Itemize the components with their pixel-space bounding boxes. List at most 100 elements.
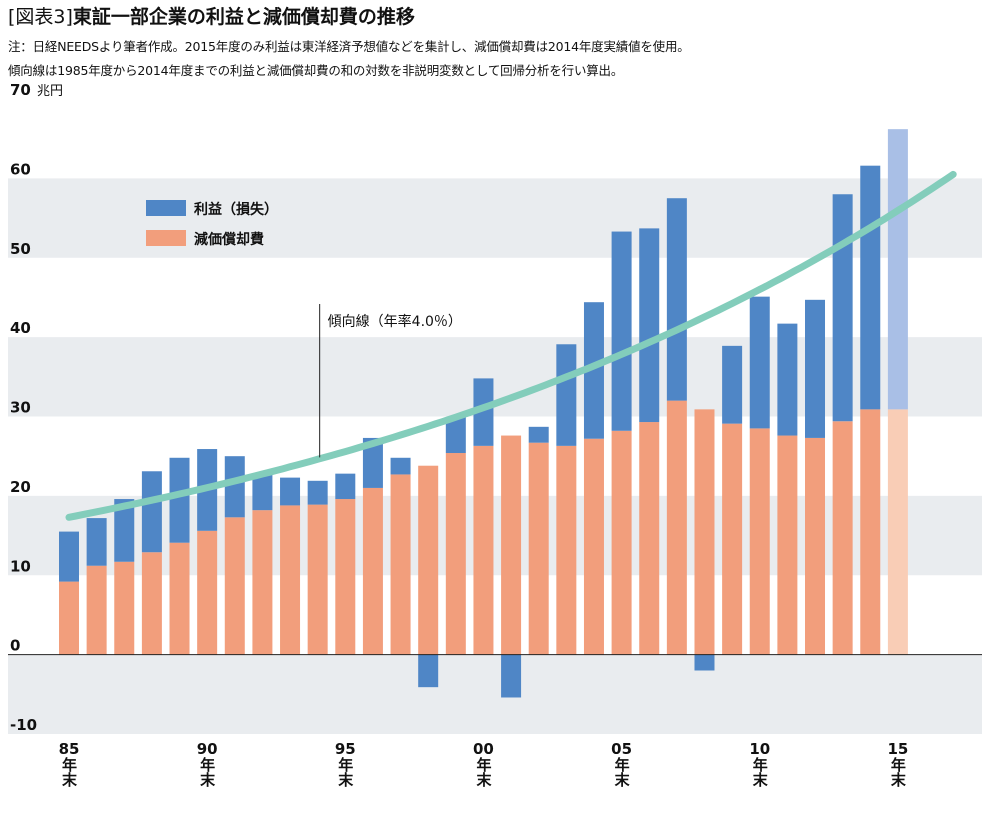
bar-profit-2014 bbox=[860, 165, 881, 410]
bar-depreciation-1987 bbox=[114, 561, 135, 655]
bar-depreciation-2006 bbox=[639, 422, 660, 655]
bar-depreciation-2002 bbox=[528, 442, 549, 655]
y-tick-label: 60 bbox=[10, 160, 31, 178]
y-tick-label: 20 bbox=[10, 478, 31, 496]
bar-profit-2009 bbox=[722, 345, 743, 424]
y-tick-label: 10 bbox=[10, 557, 31, 575]
bar-profit-2004 bbox=[583, 302, 604, 439]
bar-depreciation-2005 bbox=[611, 430, 632, 655]
y-axis-unit: 兆円 bbox=[37, 84, 63, 99]
bars bbox=[59, 129, 908, 698]
x-tick-label: 10 bbox=[749, 740, 770, 758]
x-tick-label: 05 bbox=[611, 740, 632, 758]
bar-depreciation-2003 bbox=[556, 445, 577, 655]
y-tick-label: 30 bbox=[10, 399, 31, 417]
x-tick-label: 00 bbox=[473, 740, 494, 758]
bar-depreciation-1997 bbox=[390, 474, 411, 655]
figure-label: [図表3] bbox=[8, 6, 73, 28]
bar-profit-1985 bbox=[59, 531, 79, 582]
bar-profit-2013 bbox=[832, 194, 853, 422]
legend-label-depreciation: 減価償却費 bbox=[194, 231, 264, 248]
bar-depreciation-1990 bbox=[197, 530, 218, 655]
x-tick-suffix: 年末 bbox=[613, 756, 631, 788]
bar-depreciation-2010 bbox=[749, 428, 770, 655]
y-axis: 70 60 50 40 30 20 10 0 -10 bbox=[10, 81, 37, 734]
x-tick-suffix: 年末 bbox=[60, 756, 78, 788]
y-tick-label: 70 bbox=[10, 81, 31, 99]
note-line-1: 注：日経NEEDSより筆者作成。2015年度のみ利益は東洋経済予想値などを集計し… bbox=[8, 39, 690, 54]
bar-profit-1999 bbox=[445, 417, 466, 454]
bar-profit-1998 bbox=[418, 654, 439, 688]
bar-depreciation-2015 bbox=[887, 409, 908, 655]
y-tick-label: 0 bbox=[10, 637, 20, 655]
x-tick-label: 95 bbox=[335, 740, 356, 758]
bar-depreciation-1998 bbox=[418, 465, 439, 655]
x-tick-suffix: 年末 bbox=[751, 756, 769, 788]
x-tick-label: 90 bbox=[197, 740, 218, 758]
bar-profit-1993 bbox=[280, 477, 301, 506]
x-tick-label: 15 bbox=[887, 740, 908, 758]
bar-profit-1987 bbox=[114, 499, 135, 562]
legend: 利益（損失） 減価償却費 bbox=[146, 200, 278, 248]
bar-profit-1992 bbox=[252, 474, 273, 511]
bar-depreciation-2008 bbox=[694, 409, 715, 655]
bar-profit-2003 bbox=[556, 344, 577, 446]
bar-depreciation-1995 bbox=[335, 499, 356, 655]
trend-line bbox=[65, 170, 957, 521]
legend-swatch-profit bbox=[146, 200, 186, 216]
bar-depreciation-2014 bbox=[860, 409, 881, 655]
x-tick-label: 85 bbox=[59, 740, 80, 758]
bar-depreciation-1989 bbox=[169, 542, 190, 655]
bar-profit-2015 bbox=[887, 129, 908, 410]
bar-depreciation-1986 bbox=[86, 565, 107, 655]
bar-depreciation-1985 bbox=[59, 581, 79, 655]
bar-profit-1986 bbox=[86, 518, 107, 566]
title-text: 東証一部企業の利益と減価償却費の推移 bbox=[72, 6, 415, 28]
bar-depreciation-1999 bbox=[445, 453, 466, 655]
bar-profit-2012 bbox=[805, 299, 826, 438]
bar-profit-1997 bbox=[390, 457, 411, 475]
bar-profit-2002 bbox=[528, 426, 549, 443]
bar-depreciation-1992 bbox=[252, 510, 273, 655]
bar-profit-2001 bbox=[501, 654, 522, 698]
bar-depreciation-1996 bbox=[362, 487, 383, 655]
grid-band bbox=[8, 654, 982, 734]
bar-depreciation-2011 bbox=[777, 435, 798, 655]
y-tick-label: 50 bbox=[10, 240, 31, 258]
legend-swatch-depreciation bbox=[146, 230, 186, 246]
bar-profit-1989 bbox=[169, 457, 190, 543]
x-tick-suffix: 年末 bbox=[336, 756, 354, 788]
bar-profit-2000 bbox=[473, 378, 494, 446]
bar-profit-2010 bbox=[749, 296, 770, 429]
note-line-2: 傾向線は1985年度から2014年度までの利益と減価償却費の和の対数を非説明変数… bbox=[8, 63, 624, 78]
bar-depreciation-1988 bbox=[141, 552, 162, 655]
bar-profit-1991 bbox=[224, 456, 245, 518]
bar-depreciation-1993 bbox=[280, 505, 301, 655]
x-tick-suffix: 年末 bbox=[474, 756, 492, 788]
bar-profit-2011 bbox=[777, 323, 798, 436]
bar-depreciation-1991 bbox=[224, 517, 245, 655]
bar-depreciation-2004 bbox=[583, 438, 604, 655]
x-tick-suffix: 年末 bbox=[198, 756, 216, 788]
bar-profit-1988 bbox=[141, 471, 162, 553]
trend-label: 傾向線（年率4.0％） bbox=[328, 313, 462, 330]
bar-depreciation-2012 bbox=[805, 437, 826, 655]
bar-depreciation-2007 bbox=[666, 400, 687, 655]
bar-profit-2007 bbox=[666, 198, 687, 401]
y-tick-label: 40 bbox=[10, 319, 31, 337]
bar-profit-1995 bbox=[335, 473, 356, 500]
bar-profit-1996 bbox=[362, 437, 383, 488]
bar-profit-2005 bbox=[611, 231, 632, 431]
y-tick-label: -10 bbox=[10, 716, 37, 734]
bar-depreciation-1994 bbox=[307, 504, 328, 655]
legend-label-profit: 利益（損失） bbox=[194, 201, 278, 218]
chart-title: [図表3]東証一部企業の利益と減価償却費の推移 bbox=[8, 2, 415, 29]
bar-depreciation-2001 bbox=[501, 435, 522, 655]
bar-depreciation-2000 bbox=[473, 445, 494, 655]
bar-depreciation-2009 bbox=[722, 423, 743, 655]
bar-profit-1994 bbox=[307, 480, 328, 505]
bar-profit-2008 bbox=[694, 654, 715, 671]
bar-depreciation-2013 bbox=[832, 421, 853, 655]
